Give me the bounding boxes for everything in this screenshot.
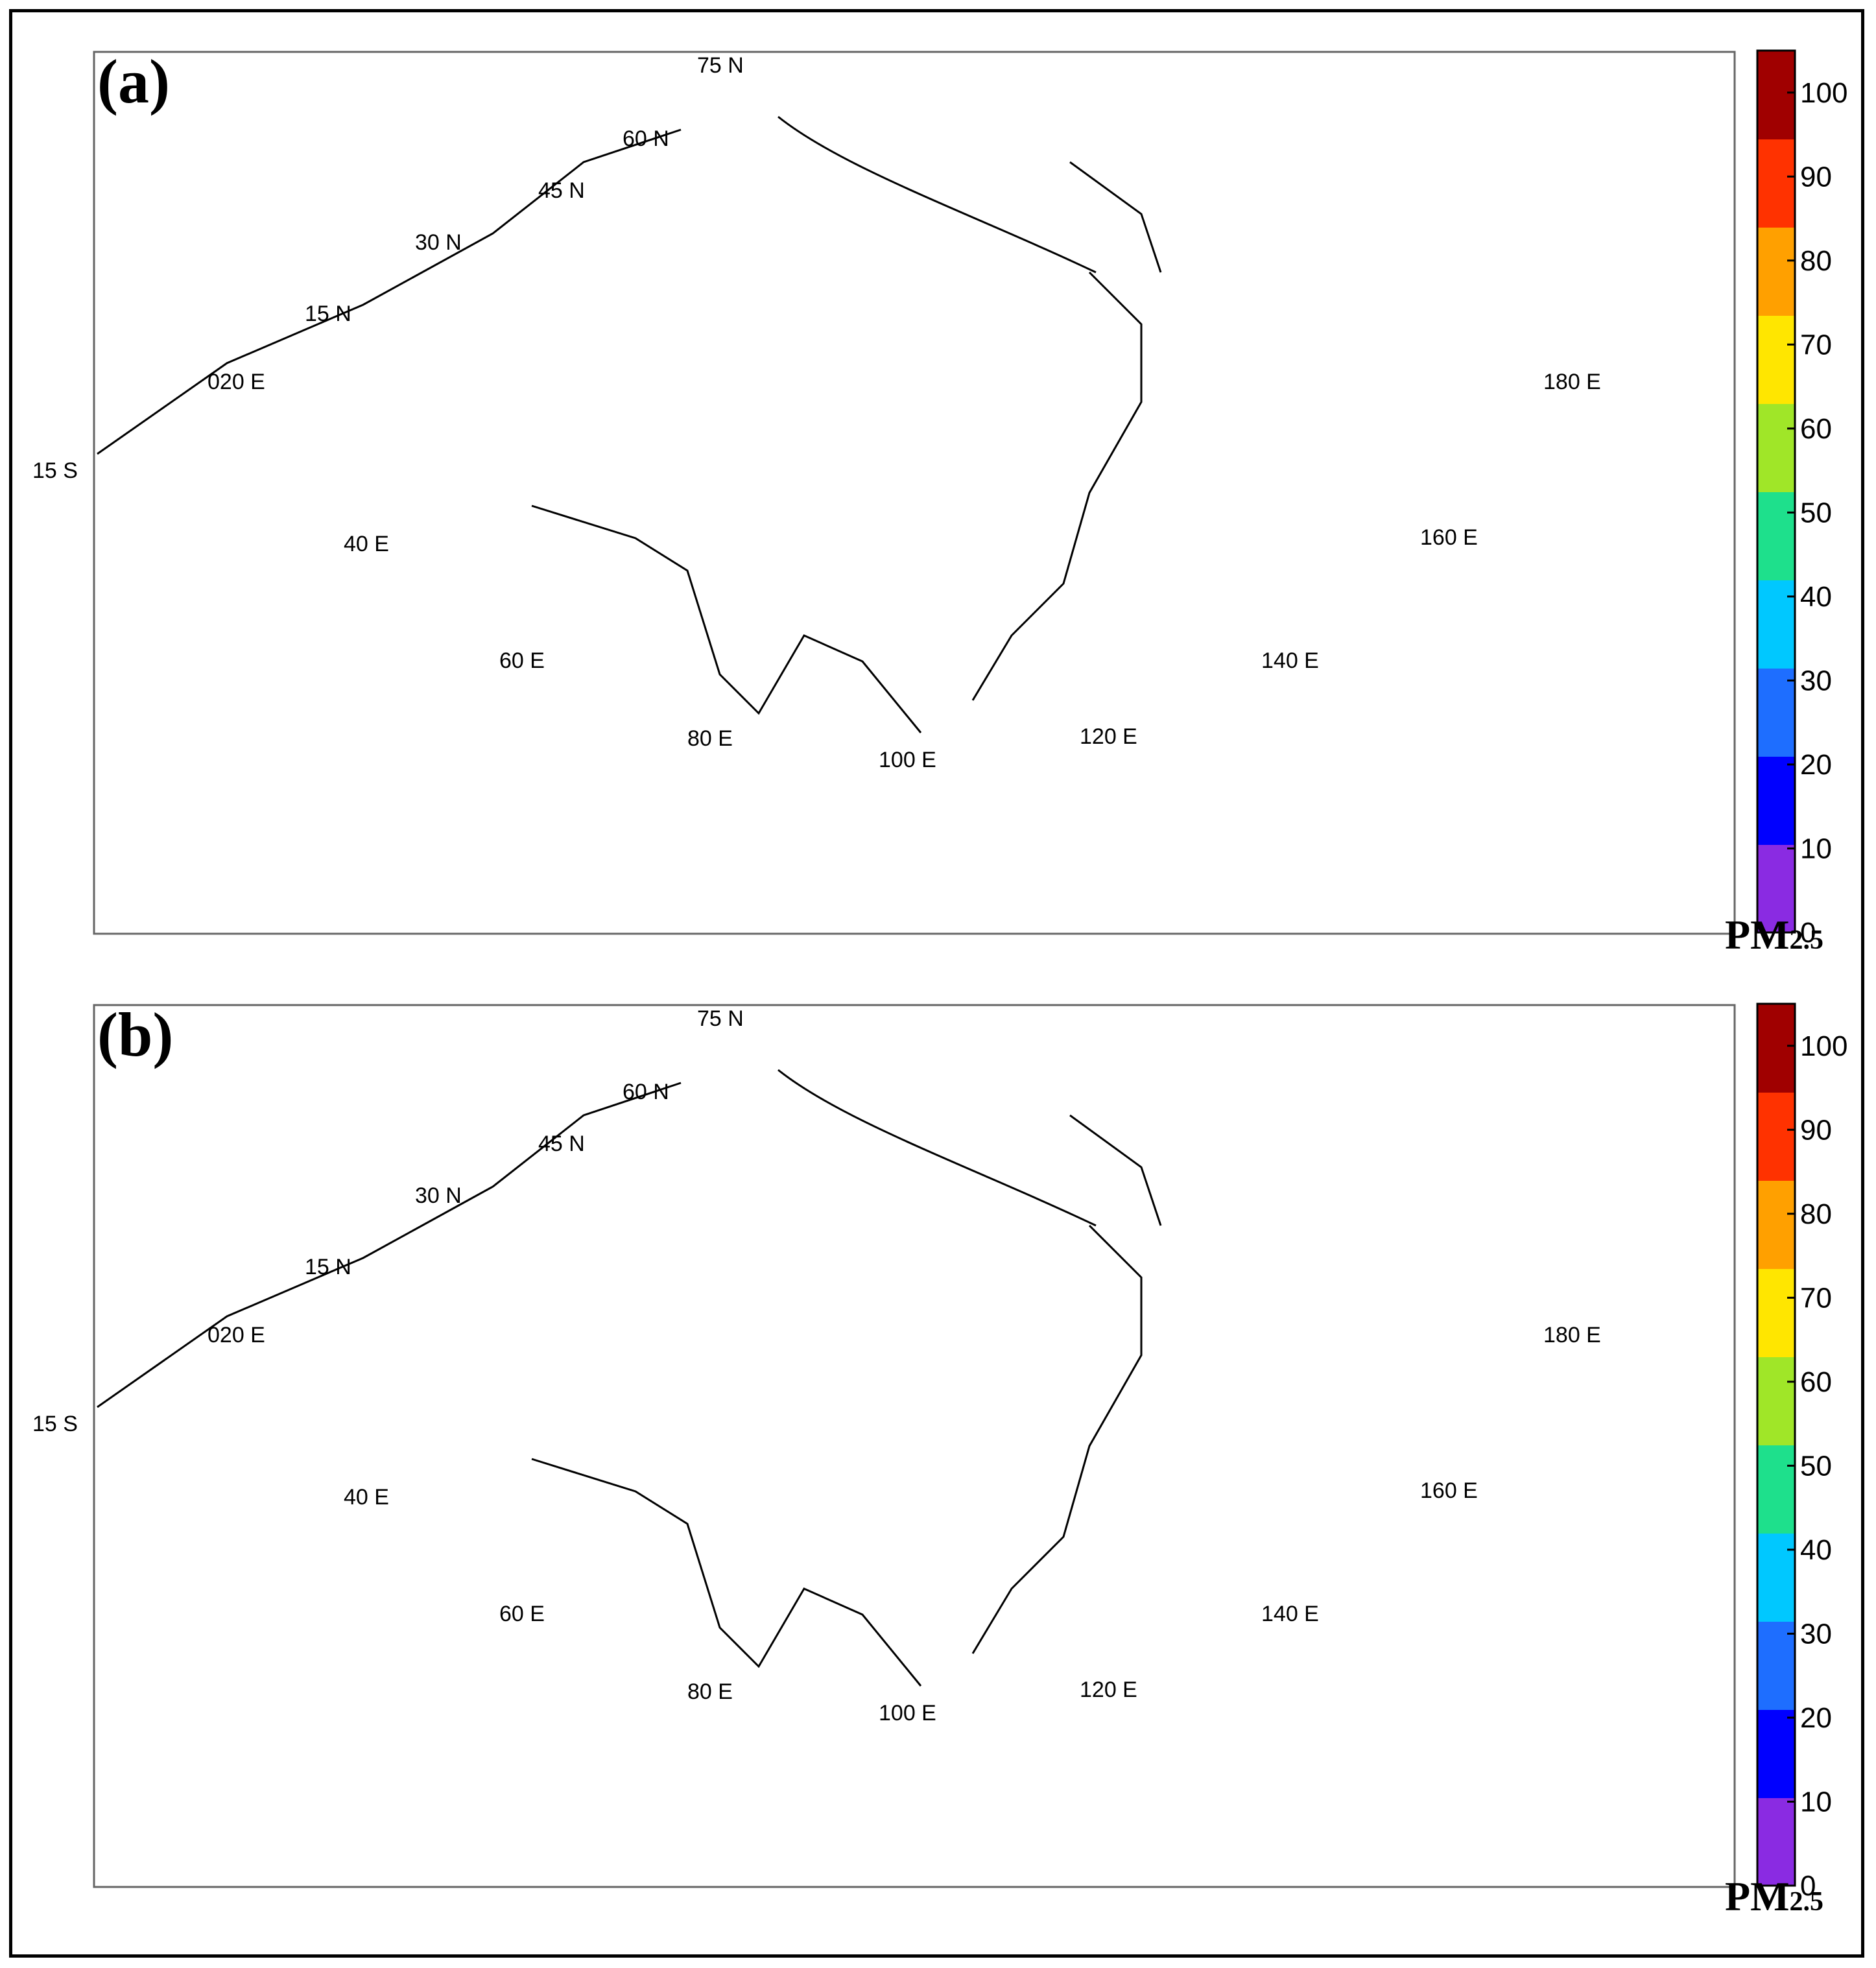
colorbar-tick-label: 60 xyxy=(1800,1366,1832,1398)
coastline-north xyxy=(778,115,1162,274)
latitude-label: 75 N xyxy=(697,1006,744,1031)
longitude-label: 40 E xyxy=(344,1485,389,1510)
colorbar-segment xyxy=(1757,1797,1795,1886)
latitude-label: 45 N xyxy=(538,178,585,203)
colorbar-segment xyxy=(1757,1180,1795,1269)
colorbar-title-main: PM xyxy=(1725,1873,1790,1919)
colorbar-tick-label: 100 xyxy=(1800,1030,1847,1062)
longitude-label: 120 E xyxy=(1080,724,1137,749)
colorbar-tick-label: 40 xyxy=(1800,581,1832,613)
colorbar-tick-label: 0 xyxy=(1800,917,1816,949)
latitude-label: 75 N xyxy=(697,53,744,78)
colorbar-tick-label: 50 xyxy=(1800,497,1832,528)
colorbar-title-main: PM xyxy=(1725,912,1790,958)
colorbar-title: PM2.5 xyxy=(1725,911,1823,959)
longitude-label: 140 E xyxy=(1261,648,1319,673)
map-panel-b: 75 N 60 N 45 N 30 N 15 N 15 S 020 E 40 E 60 E 80 … xyxy=(32,1002,1847,1902)
longitude-label: 020 E xyxy=(208,1323,265,1347)
latitude-label: 15 S xyxy=(32,1412,78,1436)
colorbar-segment xyxy=(1757,580,1795,669)
map-panel-a: 75 N 60 N 45 N 30 N 15 N 15 S 020 E 40 E 60 E 80 … xyxy=(32,49,1847,949)
colorbar-segment xyxy=(1757,51,1795,139)
map-axes-box xyxy=(93,51,1736,935)
colorbar-tick-label: 70 xyxy=(1800,1282,1832,1314)
colorbar-segment xyxy=(1757,668,1795,757)
colorbar-tick-label: 20 xyxy=(1800,1702,1832,1734)
colorbar-tick-label: 10 xyxy=(1800,833,1832,864)
longitude-label: 100 E xyxy=(879,748,936,772)
colorbar-frame xyxy=(1756,1002,1796,1887)
longitude-label: 40 E xyxy=(344,532,389,556)
colorbar-segment xyxy=(1757,1533,1795,1622)
panel-label: (b) xyxy=(97,1000,174,1069)
colorbar-tick-label: 80 xyxy=(1800,1198,1832,1230)
colorbar-tick-label: 10 xyxy=(1800,1786,1832,1818)
colorbar-tick-label: 70 xyxy=(1800,329,1832,361)
coastline xyxy=(97,128,1143,733)
colorbar-segment xyxy=(1757,1621,1795,1710)
colorbar-tick-label: 60 xyxy=(1800,413,1832,445)
colorbar-segment xyxy=(1757,1709,1795,1798)
colorbar-tick-label: 40 xyxy=(1800,1534,1832,1566)
colorbar-tick-label: 90 xyxy=(1800,161,1832,193)
latitude-label: 60 N xyxy=(623,126,669,151)
colorbar-frame xyxy=(1756,49,1796,934)
colorbar-segment xyxy=(1757,227,1795,316)
longitude-label: 020 E xyxy=(208,370,265,394)
colorbar-tick-label: 30 xyxy=(1800,1618,1832,1650)
longitude-label: 80 E xyxy=(687,726,733,751)
colorbar-title: PM2.5 xyxy=(1725,1873,1823,1921)
panel-b: 75 N 60 N 45 N 30 N 15 N 15 S 020 E 40 E 60 E 80 … xyxy=(0,953,1876,1919)
colorbar-segment xyxy=(1757,403,1795,492)
map-axes-box xyxy=(93,1004,1736,1888)
latitude-label: 15 N xyxy=(305,1255,351,1279)
latitude-label: 30 N xyxy=(415,1183,462,1208)
longitude-label: 60 E xyxy=(499,648,545,673)
latitude-label: 60 N xyxy=(623,1080,669,1104)
colorbar-segment xyxy=(1757,1092,1795,1181)
longitude-label: 160 E xyxy=(1420,1478,1478,1503)
colorbar-segment xyxy=(1757,756,1795,845)
longitude-label: 120 E xyxy=(1080,1678,1137,1702)
colorbar-tick-label: 50 xyxy=(1800,1450,1832,1482)
colorbar-tick-label: 90 xyxy=(1800,1114,1832,1146)
colorbar-tick-label: 100 xyxy=(1800,77,1847,109)
colorbar-segment xyxy=(1757,1004,1795,1093)
figure-frame xyxy=(9,9,1864,1958)
latitude-label: 45 N xyxy=(538,1132,585,1156)
latitude-label: 30 N xyxy=(415,230,462,255)
latitude-label: 15 N xyxy=(305,302,351,326)
colorbar-segment xyxy=(1757,492,1795,580)
longitude-label: 180 E xyxy=(1543,370,1601,394)
colorbar-tick-label: 80 xyxy=(1800,245,1832,277)
longitude-label: 160 E xyxy=(1420,525,1478,550)
panel-a: 75 N 60 N 45 N 30 N 15 N 15 S 020 E 40 E 60 E 80 … xyxy=(0,0,1876,960)
longitude-label: 180 E xyxy=(1543,1323,1601,1347)
longitude-label: 80 E xyxy=(687,1679,733,1704)
colorbar-title-sub: 2.5 xyxy=(1789,925,1824,955)
colorbar-segment xyxy=(1757,1445,1795,1534)
colorbar-segment xyxy=(1757,844,1795,933)
latitude-label: 15 S xyxy=(32,458,78,483)
colorbar-tick-label: 30 xyxy=(1800,665,1832,696)
coastline-north xyxy=(778,1069,1162,1227)
colorbar-title-sub: 2.5 xyxy=(1789,1887,1824,1917)
panel-label: (a) xyxy=(97,47,170,116)
colorbar-segment xyxy=(1757,139,1795,228)
colorbar-segment xyxy=(1757,1268,1795,1357)
colorbar-tick-label: 20 xyxy=(1800,749,1832,781)
longitude-label: 100 E xyxy=(879,1701,936,1725)
colorbar-segment xyxy=(1757,1357,1795,1445)
longitude-label: 60 E xyxy=(499,1602,545,1626)
longitude-label: 140 E xyxy=(1261,1602,1319,1626)
colorbar-segment xyxy=(1757,315,1795,404)
coastline xyxy=(97,1082,1143,1687)
colorbar-tick-label: 0 xyxy=(1800,1870,1816,1902)
